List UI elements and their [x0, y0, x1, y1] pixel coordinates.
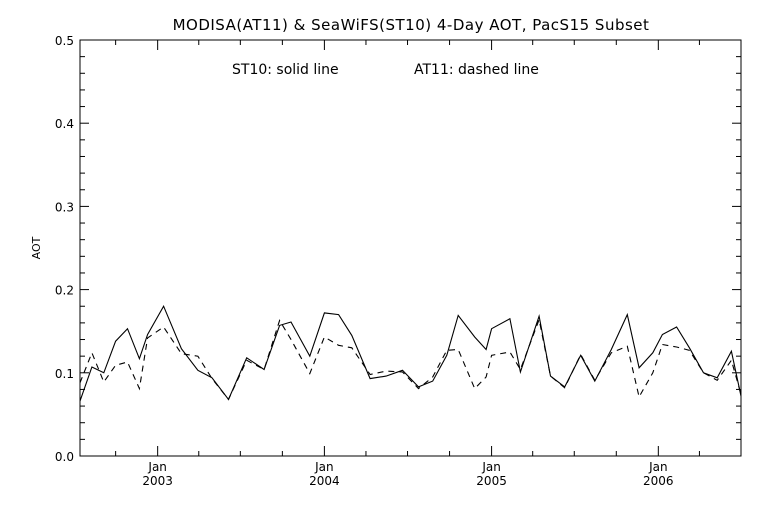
series-layer: [79, 304, 742, 402]
x-tick-month-label: Jan: [481, 460, 501, 474]
x-tick-month-label: Jan: [648, 460, 668, 474]
plot-frame: [79, 39, 742, 457]
y-tick-label: 0.2: [55, 284, 74, 298]
chart-title: MODISA(AT11) & SeaWiFS(ST10) 4-Day AOT, …: [173, 16, 650, 34]
y-tick-label: 0.1: [55, 367, 74, 381]
y-axis-label: AOT: [30, 236, 43, 259]
dashed-line-legend: AT11: dashed line: [414, 62, 539, 78]
y-tick-label: 0.3: [55, 200, 74, 214]
x-tick-year-label: 2003: [142, 474, 173, 488]
series-line-st10: [79, 304, 742, 402]
x-tick-year-label: 2005: [476, 474, 507, 488]
series-line-at11: [79, 317, 742, 401]
y-axis-ticks: 0.0 0.1 0.2 0.3 0.4 0.5: [55, 34, 741, 464]
x-tick-month-label: Jan: [314, 460, 334, 474]
x-tick-month-label: Jan: [147, 460, 167, 474]
x-tick-year-label: 2006: [643, 474, 674, 488]
solid-line-legend: ST10: solid line: [232, 62, 339, 78]
y-tick-label: 0.0: [55, 450, 74, 464]
y-tick-label: 0.5: [55, 34, 74, 48]
x-tick-year-label: 2004: [309, 474, 340, 488]
y-tick-label: 0.4: [55, 117, 74, 131]
